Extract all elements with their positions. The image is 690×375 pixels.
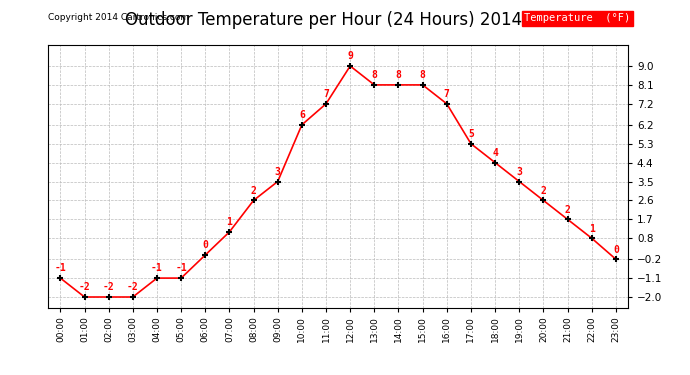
Text: 1: 1 (589, 224, 595, 234)
Text: 8: 8 (395, 70, 402, 80)
Text: 6: 6 (299, 110, 305, 120)
Text: Temperature  (°F): Temperature (°F) (524, 13, 631, 23)
Text: 3: 3 (275, 167, 281, 177)
Text: 2: 2 (540, 186, 546, 196)
Text: -1: -1 (151, 264, 163, 273)
Text: Copyright 2014 Cartronics.com: Copyright 2014 Cartronics.com (48, 13, 190, 22)
Text: -2: -2 (127, 282, 139, 292)
Text: 5: 5 (468, 129, 474, 139)
Text: 2: 2 (250, 186, 257, 196)
Text: Outdoor Temperature per Hour (24 Hours) 20140123: Outdoor Temperature per Hour (24 Hours) … (126, 11, 564, 29)
Text: -2: -2 (79, 282, 90, 292)
Text: -1: -1 (175, 264, 187, 273)
Text: 8: 8 (371, 70, 377, 80)
Text: 9: 9 (347, 51, 353, 62)
Text: 7: 7 (444, 89, 450, 99)
Text: 7: 7 (323, 89, 329, 99)
Text: 0: 0 (202, 240, 208, 250)
Text: 3: 3 (516, 167, 522, 177)
Text: 8: 8 (420, 70, 426, 80)
Text: 1: 1 (226, 217, 233, 227)
Text: 0: 0 (613, 244, 619, 255)
Text: 4: 4 (492, 148, 498, 158)
Text: 2: 2 (564, 205, 571, 214)
Text: -1: -1 (55, 264, 66, 273)
Text: -2: -2 (103, 282, 115, 292)
